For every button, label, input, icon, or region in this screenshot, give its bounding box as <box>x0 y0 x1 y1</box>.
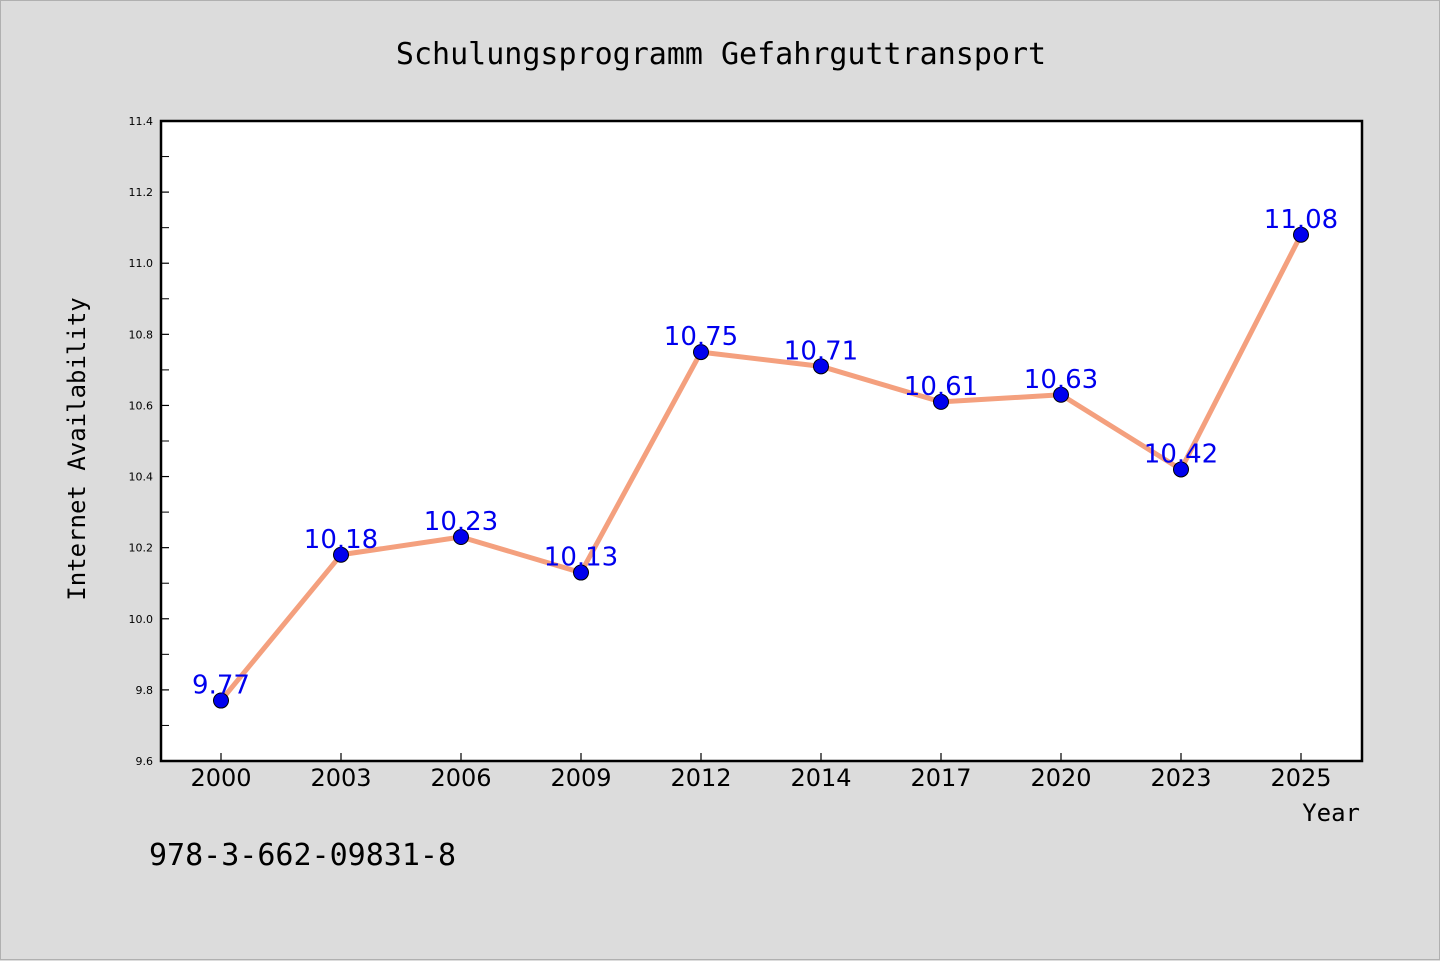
data-point-label: 10.23 <box>424 507 498 537</box>
x-axis-label: Year <box>1302 799 1360 827</box>
y-tick-label: 9.6 <box>136 755 154 768</box>
data-point-label: 9.77 <box>192 671 250 701</box>
x-tick-label: 2020 <box>1030 764 1091 792</box>
y-tick-label: 10.6 <box>129 399 154 412</box>
y-tick-label: 9.8 <box>136 684 154 697</box>
y-axis-ticks: 9.6 9.8 10.0 10.2 10.4 10.6 10.8 11.0 11.2 11.4 <box>129 115 169 768</box>
series-markers <box>213 226 1309 709</box>
data-point-label: 10.75 <box>664 322 738 352</box>
plot-area <box>159 119 1364 763</box>
y-tick-label: 10.4 <box>129 471 154 484</box>
isbn-annotation: 978-3-662-09831-8 <box>149 838 456 873</box>
data-point-marker <box>573 564 589 581</box>
series-line <box>218 232 1304 704</box>
chart-title: Schulungsprogramm Gefahrguttransport <box>396 37 1046 72</box>
data-point-marker <box>333 546 349 563</box>
data-point-label: 10.63 <box>1024 365 1098 395</box>
y-tick-label: 11.2 <box>129 186 154 199</box>
x-axis-ticks: 2000 2003 2006 2009 2012 2014 2017 2020 2023 2025 <box>190 753 1332 792</box>
data-point-marker <box>693 344 709 361</box>
data-point-label: 10.42 <box>1144 439 1218 469</box>
data-point-marker <box>933 393 949 410</box>
data-point-marker <box>1053 386 1069 403</box>
x-tick-label: 2006 <box>430 764 491 792</box>
x-tick-label: 2000 <box>190 764 251 792</box>
data-point-label: 10.13 <box>544 543 618 573</box>
data-point-marker <box>1293 226 1309 243</box>
data-point-label: 11.08 <box>1264 205 1338 235</box>
data-point-label: 10.18 <box>304 525 378 555</box>
x-tick-label: 2017 <box>910 764 971 792</box>
y-tick-label: 11.0 <box>129 257 154 270</box>
data-point-label: 10.71 <box>784 336 858 366</box>
x-tick-label: 2014 <box>790 764 851 792</box>
data-point-marker <box>813 358 829 375</box>
data-point-marker <box>453 529 469 545</box>
y-tick-label: 10.8 <box>129 328 154 341</box>
x-tick-label: 2025 <box>1270 764 1331 792</box>
y-tick-label: 11.4 <box>129 115 154 128</box>
x-tick-label: 2012 <box>670 764 731 792</box>
y-tick-label: 10.0 <box>129 613 154 626</box>
y-axis-label: Internet Availability <box>63 297 91 600</box>
data-labels: 9.77 10.18 10.23 10.13 10.75 10.71 10.61 10.63 1… <box>192 205 1338 701</box>
data-point-marker <box>213 692 229 709</box>
data-point-marker <box>1173 461 1189 478</box>
x-tick-label: 2023 <box>1150 764 1211 792</box>
x-tick-label: 2009 <box>550 764 611 792</box>
y-tick-label: 10.2 <box>129 542 154 555</box>
x-tick-label: 2003 <box>310 764 371 792</box>
data-point-label: 10.61 <box>904 372 978 402</box>
